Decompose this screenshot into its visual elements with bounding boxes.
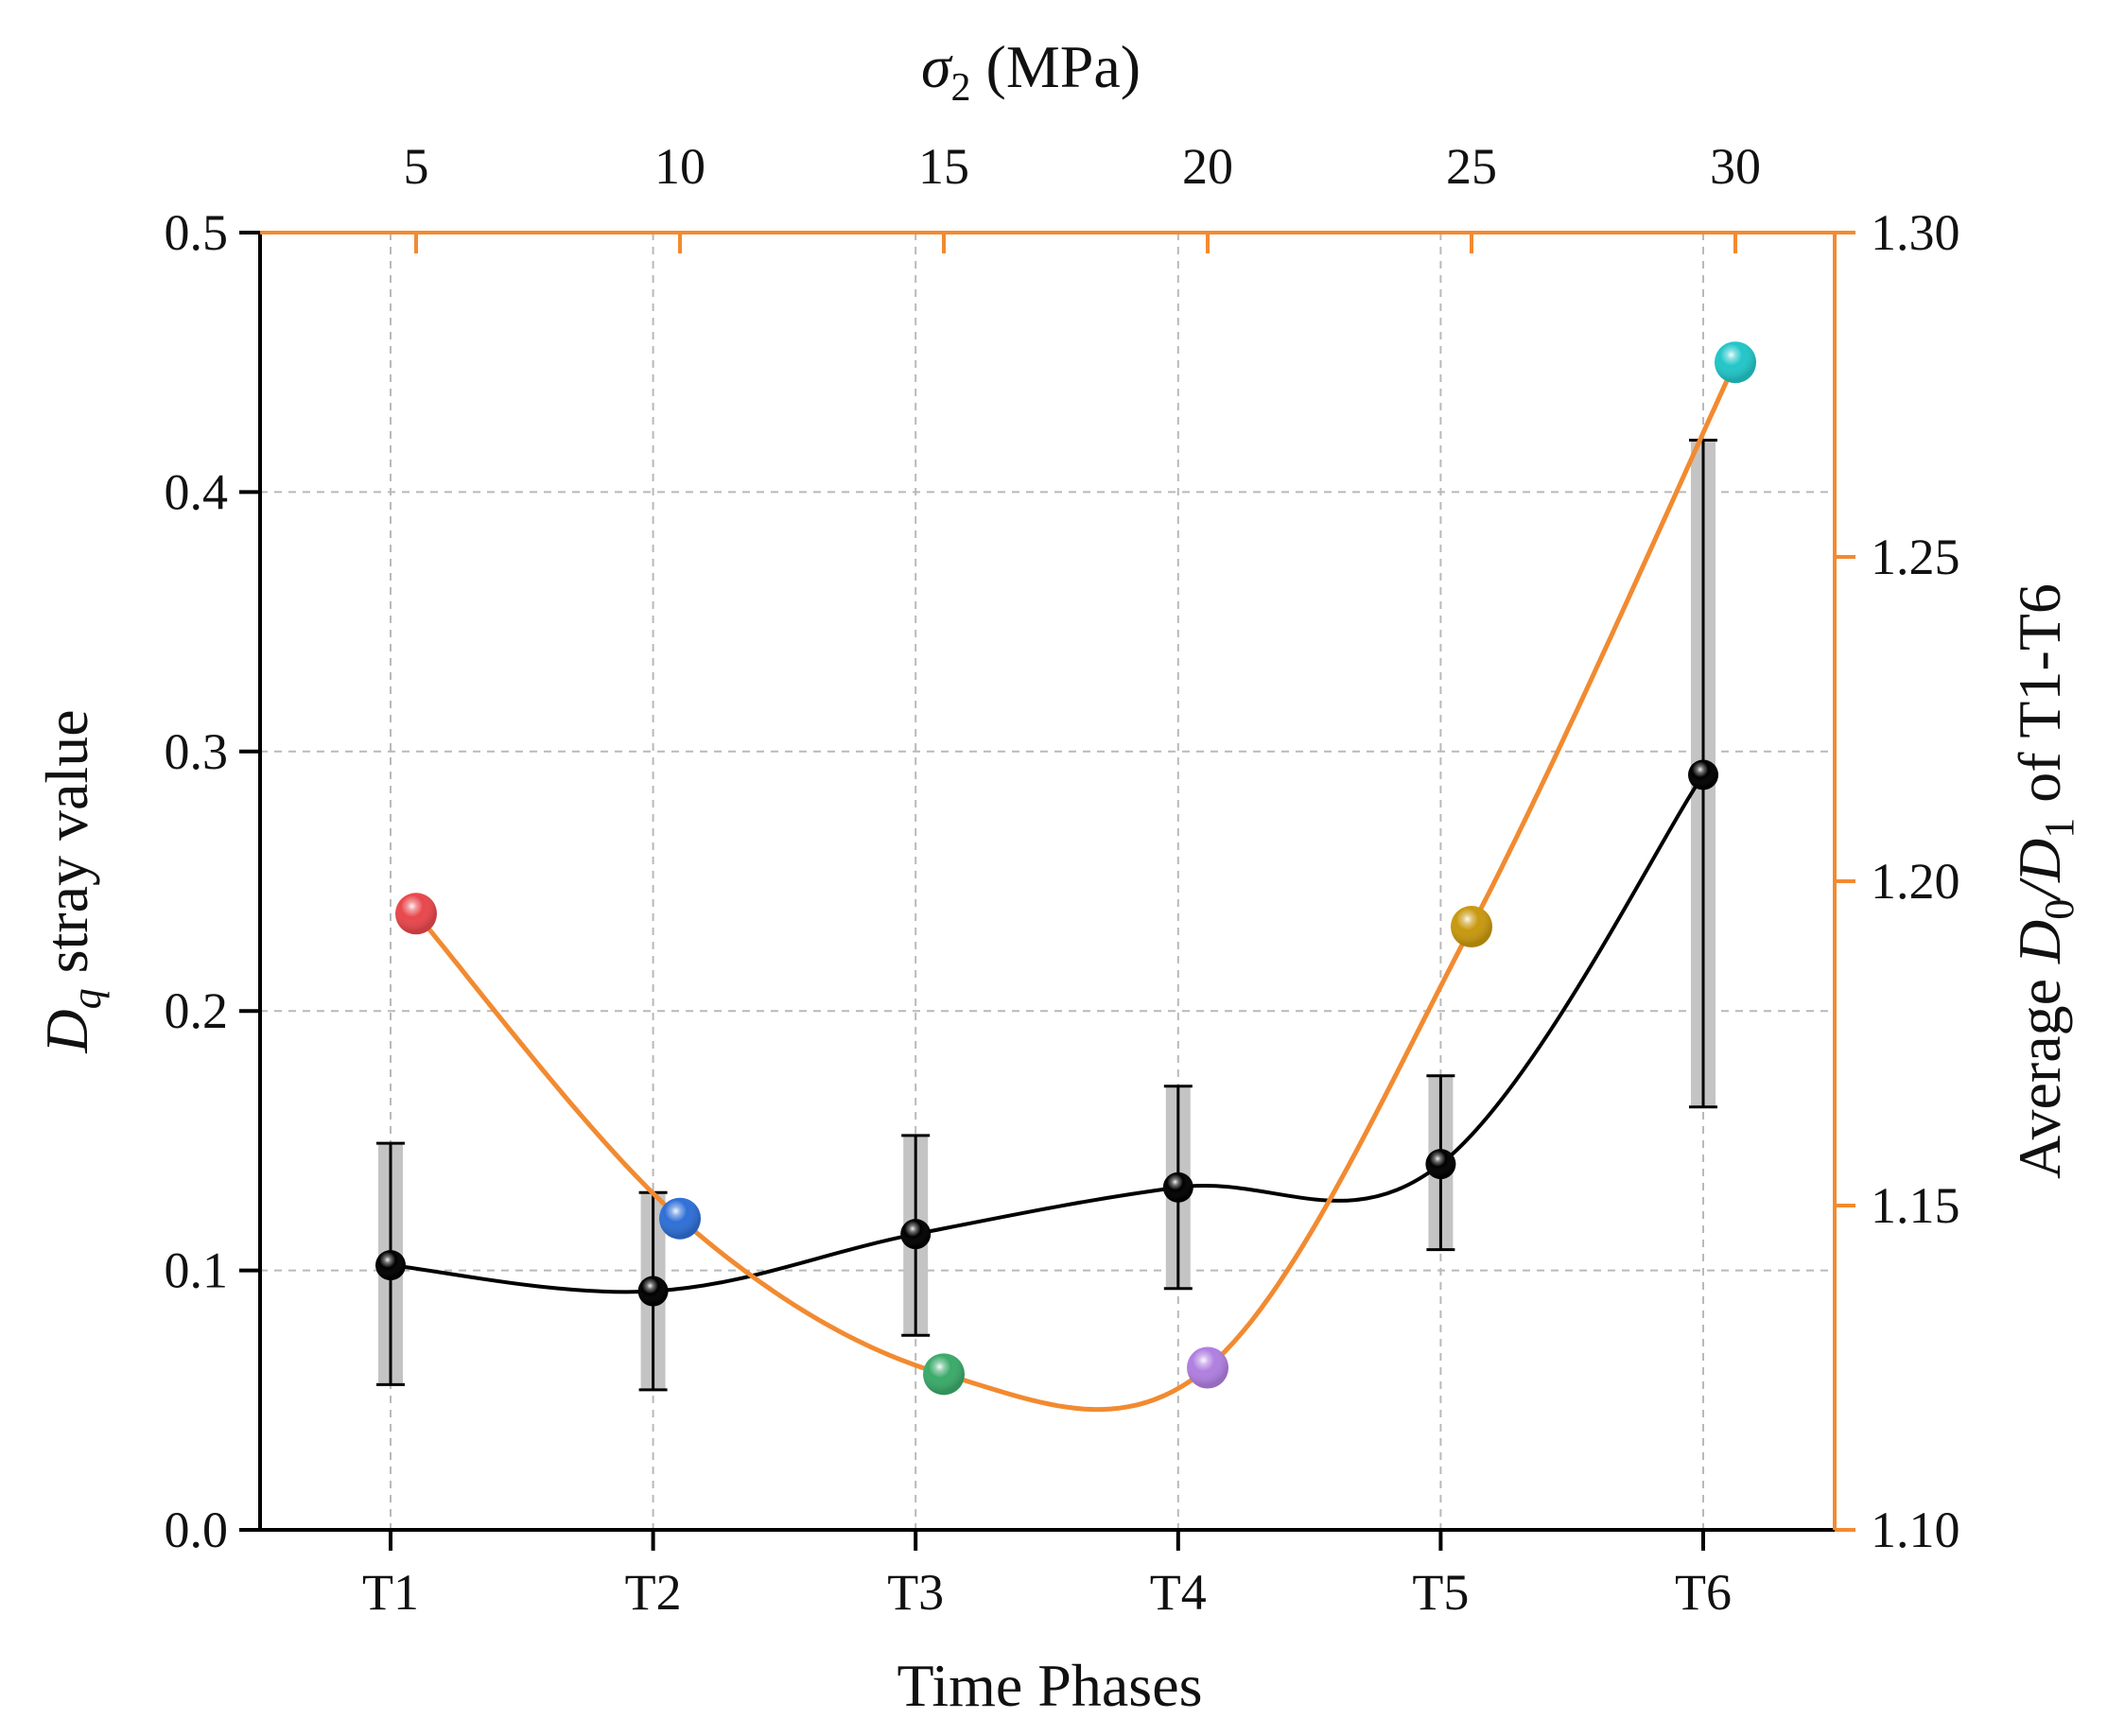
y2-tick-label: 1.20 — [1871, 853, 1960, 910]
y-tick-label: 0.4 — [165, 463, 229, 520]
y2-tick-label: 1.15 — [1871, 1177, 1960, 1234]
y-tick-label: 0.0 — [165, 1502, 229, 1558]
y2-axis-title: Average D0/D1 of T1-T6 — [2006, 583, 2082, 1179]
x2-tick-label: 5 — [404, 138, 429, 195]
y-tick-label: 0.1 — [165, 1242, 229, 1299]
data-point-dq-shine — [375, 1250, 406, 1281]
y-tick-label: 0.3 — [165, 723, 229, 780]
data-point-ratio-shine — [1187, 1346, 1228, 1389]
x2-tick-label: 30 — [1710, 138, 1761, 195]
y-tick-label: 0.2 — [165, 982, 229, 1039]
y-tick-label: 0.5 — [165, 204, 229, 261]
top-axis-title: σ2 (MPa) — [921, 33, 1141, 110]
data-point-dq-shine — [1162, 1172, 1193, 1203]
x-tick-label: T3 — [887, 1564, 944, 1621]
data-point-dq-shine — [1425, 1149, 1456, 1180]
x-tick-label: T5 — [1412, 1564, 1469, 1621]
y2-tick-label: 1.25 — [1871, 529, 1960, 585]
x2-tick-label: 15 — [918, 138, 969, 195]
data-point-ratio-shine — [1715, 341, 1756, 384]
data-point-ratio-shine — [659, 1197, 701, 1240]
series-line-dq — [390, 773, 1705, 1294]
x2-tick-label: 25 — [1446, 138, 1497, 195]
y-axis-title: Dq stray value — [33, 709, 110, 1053]
data-point-dq-shine — [1688, 759, 1718, 790]
data-point-dq-shine — [637, 1276, 669, 1307]
series-lines — [390, 361, 1738, 1413]
series-line-ratio — [414, 361, 1738, 1413]
y2-tick-label: 1.30 — [1871, 204, 1960, 261]
data-point-dq-shine — [900, 1219, 932, 1250]
x-tick-label: T4 — [1150, 1564, 1207, 1621]
x-tick-label: T2 — [625, 1564, 682, 1621]
x2-tick-label: 10 — [654, 138, 705, 195]
x-tick-label: T6 — [1675, 1564, 1732, 1621]
data-point-ratio-shine — [923, 1353, 965, 1396]
grid — [260, 233, 1835, 1530]
error-bars — [376, 439, 1717, 1392]
data-point-ratio-shine — [1451, 906, 1492, 948]
axis-ticks: T1 T2 T3 T4 T5 T6 0.0 0.1 0.2 0.3 0.4 0.5 1.10 1.15 1.… — [165, 138, 1960, 1621]
data-point-ratio-shine — [395, 893, 437, 935]
x2-tick-label: 20 — [1182, 138, 1233, 195]
x-axis-title: Time Phases — [897, 1652, 1202, 1719]
x-tick-label: T1 — [362, 1564, 419, 1621]
y2-tick-label: 1.10 — [1871, 1502, 1960, 1558]
data-points — [375, 341, 1756, 1396]
